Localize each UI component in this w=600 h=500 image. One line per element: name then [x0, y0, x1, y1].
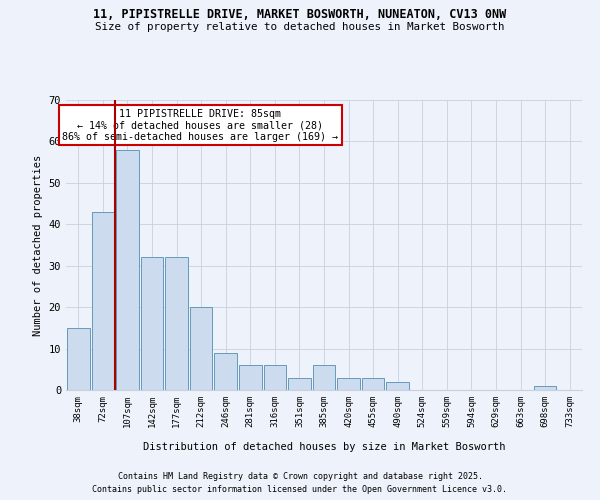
Bar: [362, 378, 385, 390]
Y-axis label: Number of detached properties: Number of detached properties: [33, 154, 43, 336]
Bar: [190, 307, 212, 390]
Text: Distribution of detached houses by size in Market Bosworth: Distribution of detached houses by size …: [143, 442, 505, 452]
Bar: [337, 378, 360, 390]
Text: 11, PIPISTRELLE DRIVE, MARKET BOSWORTH, NUNEATON, CV13 0NW: 11, PIPISTRELLE DRIVE, MARKET BOSWORTH, …: [94, 8, 506, 20]
Bar: [313, 365, 335, 390]
Bar: [534, 386, 556, 390]
Bar: [165, 258, 188, 390]
Text: Contains HM Land Registry data © Crown copyright and database right 2025.: Contains HM Land Registry data © Crown c…: [118, 472, 482, 481]
Text: 11 PIPISTRELLE DRIVE: 85sqm
← 14% of detached houses are smaller (28)
86% of sem: 11 PIPISTRELLE DRIVE: 85sqm ← 14% of det…: [62, 108, 338, 142]
Bar: [239, 365, 262, 390]
Bar: [92, 212, 114, 390]
Bar: [116, 150, 139, 390]
Bar: [214, 352, 237, 390]
Bar: [67, 328, 89, 390]
Bar: [140, 258, 163, 390]
Bar: [386, 382, 409, 390]
Text: Size of property relative to detached houses in Market Bosworth: Size of property relative to detached ho…: [95, 22, 505, 32]
Bar: [288, 378, 311, 390]
Text: Contains public sector information licensed under the Open Government Licence v3: Contains public sector information licen…: [92, 485, 508, 494]
Bar: [263, 365, 286, 390]
